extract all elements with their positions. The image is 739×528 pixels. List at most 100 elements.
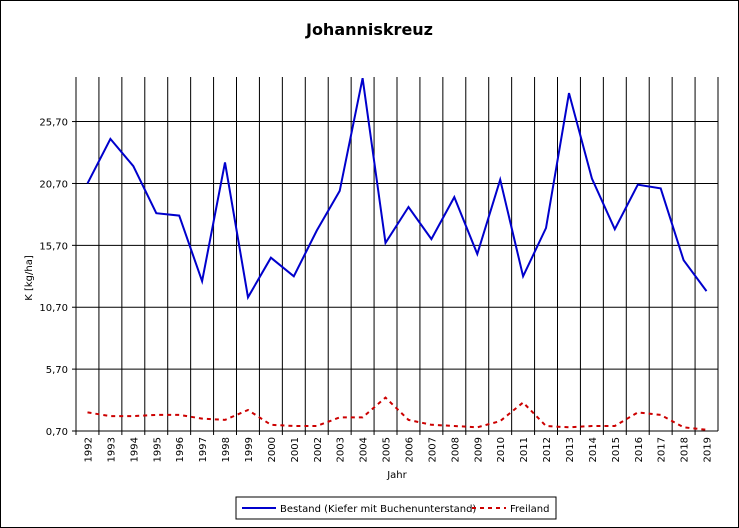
y-tick-label: 0,70 xyxy=(46,427,68,438)
data-point xyxy=(545,227,548,230)
data-point xyxy=(407,418,410,421)
data-point xyxy=(361,77,364,80)
data-point xyxy=(705,428,708,431)
data-point xyxy=(269,256,272,259)
x-tick-label: 1997 xyxy=(198,437,209,462)
x-tick-label: 2010 xyxy=(496,437,507,462)
x-tick-label: 1992 xyxy=(83,437,94,462)
data-point xyxy=(682,426,685,429)
y-axis-label: K [kg/ha] xyxy=(24,255,35,301)
data-point xyxy=(659,413,662,416)
data-point xyxy=(499,420,502,423)
x-tick-label: 2011 xyxy=(519,437,530,462)
series-layer xyxy=(86,77,708,431)
data-point xyxy=(499,178,502,181)
x-tick-label: 2000 xyxy=(267,437,278,462)
y-tick-label: 5,70 xyxy=(46,365,68,376)
x-tick-label: 2009 xyxy=(473,437,484,462)
data-point xyxy=(659,187,662,190)
y-tick-label: 25,70 xyxy=(39,118,68,129)
data-point xyxy=(178,413,181,416)
data-point xyxy=(224,418,227,421)
x-tick-label: 2005 xyxy=(382,437,393,462)
data-point xyxy=(613,228,616,231)
x-tick-label: 1999 xyxy=(244,437,255,462)
x-tick-label: 2004 xyxy=(359,437,370,462)
data-point xyxy=(178,214,181,217)
x-tick-label: 1993 xyxy=(106,437,117,462)
data-point xyxy=(567,92,570,95)
x-axis-label: Jahr xyxy=(386,470,407,481)
data-point xyxy=(315,425,318,428)
data-point xyxy=(384,396,387,399)
data-point xyxy=(384,241,387,244)
x-tick-label: 2012 xyxy=(542,437,553,462)
data-point xyxy=(522,275,525,278)
x-tick-label: 2013 xyxy=(565,437,576,462)
grid-layer xyxy=(76,77,718,432)
data-point xyxy=(522,401,525,404)
data-point xyxy=(705,290,708,293)
data-point xyxy=(201,280,204,283)
data-point xyxy=(476,253,479,256)
series-line-2 xyxy=(87,396,707,431)
x-tick-label: 2002 xyxy=(313,437,324,462)
y-tick-label: 15,70 xyxy=(39,241,68,252)
data-point xyxy=(86,182,89,185)
data-point xyxy=(453,196,456,199)
legend: Bestand (Kiefer mit Buchenunterstand) Fre… xyxy=(235,496,557,520)
x-tick-label: 1994 xyxy=(129,437,140,462)
data-point xyxy=(636,183,639,186)
data-point xyxy=(246,408,249,411)
data-point xyxy=(430,238,433,241)
data-point xyxy=(292,275,295,278)
data-point xyxy=(269,423,272,426)
data-point xyxy=(109,137,112,140)
chart-title: Johanniskreuz xyxy=(305,20,433,39)
data-point xyxy=(246,296,249,299)
x-tick-label: 2007 xyxy=(427,437,438,462)
data-point xyxy=(453,425,456,428)
x-tick-label: 2001 xyxy=(290,437,301,462)
y-tick-label: 10,70 xyxy=(39,303,68,314)
data-point xyxy=(590,177,593,180)
data-point xyxy=(155,413,158,416)
data-point xyxy=(109,415,112,418)
data-point xyxy=(132,165,135,168)
data-point xyxy=(407,205,410,208)
data-point xyxy=(636,411,639,414)
x-tick-label: 1998 xyxy=(221,437,232,462)
x-tick-label: 2008 xyxy=(450,437,461,462)
x-tick-label: 2016 xyxy=(634,437,645,462)
legend-label-1: Bestand (Kiefer mit Buchenunterstand) xyxy=(280,504,476,515)
data-point xyxy=(613,425,616,428)
legend-box xyxy=(235,496,557,520)
x-tick-label: 2019 xyxy=(703,437,714,462)
x-tick-label: 1995 xyxy=(152,437,163,462)
x-tick-label: 2006 xyxy=(404,437,415,462)
data-point xyxy=(132,415,135,418)
data-point xyxy=(338,416,341,419)
data-point xyxy=(682,259,685,262)
data-point xyxy=(86,411,89,414)
y-tick-label: 20,70 xyxy=(39,179,68,190)
data-point xyxy=(155,212,158,215)
data-point xyxy=(292,425,295,428)
data-point xyxy=(224,161,227,164)
x-tick-label: 2014 xyxy=(588,437,599,462)
x-tick-label: 2003 xyxy=(336,437,347,462)
data-point xyxy=(590,425,593,428)
x-tick-label: 1996 xyxy=(175,437,186,462)
data-point xyxy=(545,425,548,428)
data-point xyxy=(338,189,341,192)
data-point xyxy=(430,423,433,426)
data-point xyxy=(315,229,318,232)
axis-layer: 0,70 5,70 10,70 15,70 20,70 25,70 1992 1993 1994… xyxy=(39,77,719,462)
x-tick-label: 2018 xyxy=(680,437,691,462)
x-tick-label: 2017 xyxy=(657,437,668,462)
legend-label-2: Freiland xyxy=(510,504,549,515)
x-tick-label: 2015 xyxy=(611,437,622,462)
data-point xyxy=(361,416,364,419)
